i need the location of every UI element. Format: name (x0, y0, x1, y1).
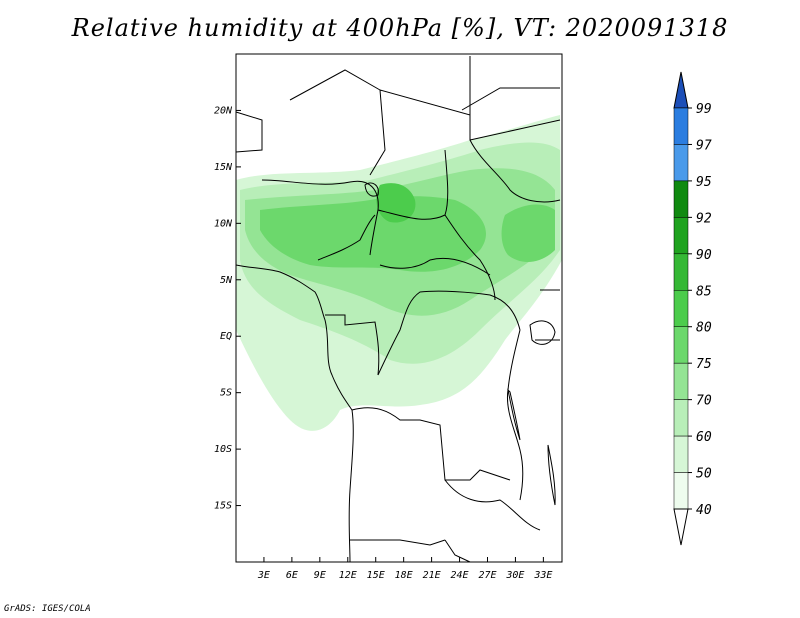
border-angola-south (350, 539, 446, 546)
colorbar-segment (673, 326, 689, 364)
border-algeria-niger (379, 56, 471, 116)
colorbar-segment (673, 290, 689, 327)
colorbar-segment (673, 144, 689, 182)
colorbar-label: 75 (696, 357, 712, 372)
colorbar: 99 97 95 92 90 85 80 75 70 60 50 40 (673, 71, 712, 546)
lon-tick-label: 9E (314, 570, 326, 581)
border-drc-angola (351, 407, 511, 481)
lon-tick-label: 3E (257, 570, 270, 581)
latitude-axis: 20N 15N 10N 5N EQ 5S 10S 15S (214, 105, 241, 512)
colorbar-label: 85 (696, 284, 712, 299)
colorbar-segment (673, 107, 689, 145)
colorbar-label: 80 (696, 321, 712, 336)
colorbar-label: 95 (696, 175, 712, 190)
lat-tick-label: 20N (214, 105, 233, 116)
colorbar-label: 60 (696, 430, 712, 445)
colorbar-label: 90 (696, 248, 712, 263)
border-north (235, 111, 263, 153)
lat-tick-label: 10S (214, 444, 232, 455)
lon-tick-label: 21E (423, 570, 441, 581)
colorbar-top-arrow (673, 71, 689, 109)
colorbar-segment (673, 253, 689, 291)
lake-chad (364, 182, 379, 197)
border-car-drc (379, 257, 491, 276)
border-chad-car (377, 209, 496, 301)
colorbar-segment (673, 180, 689, 218)
colorbar-label: 50 (696, 467, 712, 482)
colorbar-label: 97 (696, 138, 712, 153)
lat-tick-label: 15N (214, 162, 233, 173)
lon-tick-label: 18E (395, 570, 413, 581)
lon-tick-label: 27E (478, 570, 496, 581)
map-title: Relative humidity at 400hPa [%], VT: 202… (71, 14, 729, 42)
colorbar-segment (673, 435, 689, 473)
humidity-shading (236, 115, 562, 431)
colorbar-label: 40 (696, 503, 712, 518)
colorbar-label: 92 (696, 211, 712, 226)
colorbar-bottom-arrow (673, 508, 689, 546)
map-frame (235, 53, 563, 563)
lake-tanganyika (507, 388, 521, 441)
lat-tick-label: 10N (214, 218, 233, 229)
border-sudan (444, 139, 561, 216)
colorbar-segment (673, 362, 689, 400)
humidity-field-east (501, 204, 555, 262)
colorbar-segment (673, 217, 689, 255)
humidity-field-center (376, 183, 416, 223)
coastline-west-africa (235, 264, 354, 563)
lon-tick-label: 15E (367, 570, 385, 581)
border-congo-drc (377, 290, 521, 376)
border-nigeria-cameroon (317, 214, 376, 261)
lat-tick-label: 15S (214, 501, 232, 512)
lake-malawi (547, 444, 556, 506)
longitude-axis: 3E 6E 9E 12E 15E 18E 21E 24E 27E 30E 33E (257, 557, 552, 581)
grads-credit: GrADS: IGES/COLA (4, 604, 91, 614)
border-mauritania-mali (235, 56, 386, 176)
colorbar-segment (673, 399, 689, 437)
lat-tick-label: 5S (220, 388, 232, 399)
lat-tick-label: 5N (220, 275, 233, 286)
border-cameroon-gabon (325, 314, 380, 376)
lon-tick-label: 6E (286, 570, 298, 581)
colorbar-segment (673, 472, 689, 510)
lake-victoria (529, 320, 556, 345)
lon-tick-label: 30E (505, 570, 524, 581)
colorbar-label: 99 (696, 102, 712, 117)
colorbar-label: 70 (696, 394, 712, 409)
border-zambia (444, 479, 541, 563)
lon-tick-label: 24E (451, 570, 469, 581)
lat-tick-label: EQ (220, 331, 232, 342)
border-east-africa (506, 289, 560, 501)
lon-tick-label: 12E (339, 570, 357, 581)
lon-tick-label: 33E (533, 570, 552, 581)
